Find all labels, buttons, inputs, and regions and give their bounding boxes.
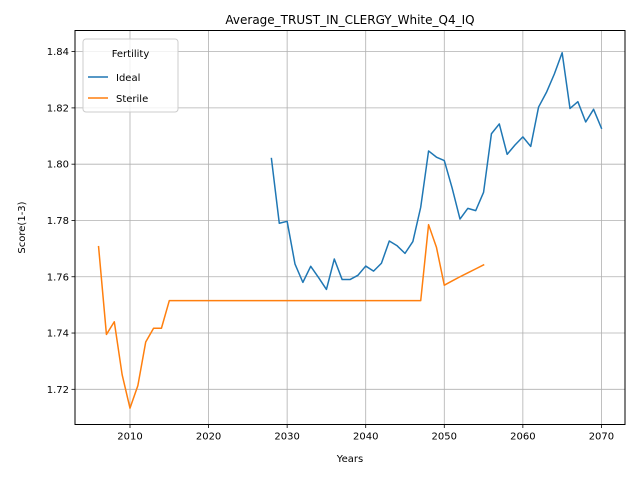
series-lines — [97, 51, 603, 409]
y-tick-label: 1.76 — [47, 272, 69, 283]
y-tick-label: 1.84 — [47, 47, 69, 58]
y-tick-label: 1.78 — [47, 216, 69, 227]
x-axis-title: Years — [336, 454, 363, 465]
x-tick-label: 2020 — [196, 432, 221, 443]
y-tick-label: 1.74 — [47, 329, 69, 340]
x-axis: 2010 2020 2030 2040 2050 2060 2070 — [117, 424, 614, 443]
x-tick-label: 2070 — [589, 432, 614, 443]
legend-title: Fertility — [112, 49, 150, 60]
x-tick-label: 2030 — [274, 432, 299, 443]
y-axis: 1.72 1.74 1.76 1.78 1.80 1.82 1.84 — [47, 47, 75, 396]
legend: Fertility Ideal Sterile — [82, 38, 179, 113]
legend-box — [82, 38, 179, 113]
x-tick-label: 2050 — [432, 432, 457, 443]
grid — [75, 30, 625, 425]
y-axis-title: Score(1-3) — [17, 201, 28, 253]
legend-label-sterile: Sterile — [116, 94, 148, 105]
series-line-sterile — [97, 223, 485, 409]
x-tick-label: 2010 — [117, 432, 142, 443]
y-tick-label: 1.72 — [47, 385, 69, 396]
plot-area-frame — [74, 30, 626, 425]
y-tick-label: 1.82 — [47, 103, 69, 114]
series-line-ideal — [270, 51, 603, 291]
x-tick-label: 2060 — [510, 432, 535, 443]
y-tick-label: 1.80 — [47, 160, 69, 171]
x-tick-label: 2040 — [353, 432, 378, 443]
chart-title: Average_TRUST_IN_CLERGY_White_Q4_IQ — [225, 13, 474, 27]
legend-label-ideal: Ideal — [116, 73, 140, 84]
